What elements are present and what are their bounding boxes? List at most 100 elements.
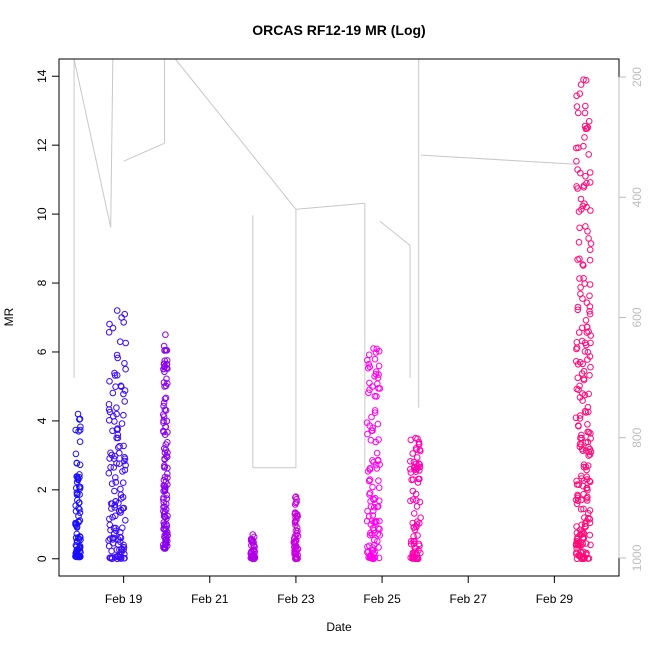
data-point	[576, 551, 584, 559]
data-point	[576, 275, 583, 282]
pressure-tick-label: 600	[630, 307, 644, 327]
data-point	[408, 537, 415, 545]
data-point	[106, 320, 113, 328]
data-point	[74, 410, 82, 418]
data-point	[364, 364, 372, 372]
data-point	[162, 500, 170, 508]
data-point	[576, 224, 583, 232]
series-rf15	[247, 531, 259, 563]
data-point	[114, 431, 122, 439]
data-point	[371, 373, 378, 380]
data-point	[160, 496, 167, 503]
data-point	[107, 526, 114, 534]
data-point	[370, 555, 377, 563]
data-point	[111, 418, 118, 425]
y-tick-label: 10	[35, 207, 49, 221]
data-point	[116, 449, 123, 457]
data-point	[109, 427, 116, 435]
data-point	[373, 393, 380, 400]
data-point	[572, 496, 580, 504]
data-point	[582, 540, 590, 547]
data-point	[112, 474, 119, 481]
data-point	[370, 345, 377, 352]
data-point	[118, 420, 126, 427]
pressure-tick-label: 200	[630, 67, 644, 87]
data-point	[163, 375, 170, 383]
data-point	[76, 509, 84, 517]
data-point	[76, 426, 84, 434]
data-point	[374, 538, 381, 545]
data-point	[407, 469, 415, 476]
data-point	[413, 523, 420, 531]
data-point	[114, 354, 121, 362]
pressure-tick-label: 1000	[630, 544, 644, 571]
data-point	[293, 511, 301, 518]
data-point	[414, 532, 421, 539]
data-point	[73, 537, 81, 545]
data-point	[586, 308, 593, 315]
data-point	[375, 347, 383, 355]
data-point	[74, 474, 81, 482]
data-point	[122, 339, 129, 347]
data-point	[587, 541, 594, 549]
data-point	[116, 533, 124, 541]
data-point	[577, 434, 584, 442]
data-point	[584, 421, 591, 428]
data-point	[163, 452, 170, 460]
data-point	[160, 417, 167, 425]
x-tick-label: Feb 21	[191, 592, 229, 606]
data-point	[586, 353, 594, 360]
data-point	[109, 536, 117, 543]
data-point	[364, 356, 371, 364]
data-point	[583, 203, 590, 211]
data-point	[163, 357, 171, 364]
data-point	[76, 491, 83, 498]
data-point	[113, 351, 121, 359]
data-point	[118, 545, 126, 553]
data-point	[367, 498, 374, 505]
data-point	[586, 292, 593, 300]
data-point	[574, 374, 582, 382]
data-point	[585, 390, 593, 398]
data-point	[120, 411, 127, 419]
data-point	[121, 457, 128, 465]
data-point	[75, 535, 83, 543]
data-point	[574, 256, 581, 263]
data-point	[164, 380, 171, 387]
y-axis-label: MR	[2, 307, 16, 326]
data-point	[580, 275, 587, 282]
data-point	[584, 462, 592, 470]
data-point	[161, 395, 169, 403]
data-point	[587, 207, 594, 214]
data-point	[363, 517, 371, 525]
data-point	[586, 281, 594, 288]
data-point	[110, 455, 118, 463]
data-point	[113, 307, 121, 314]
data-point	[72, 542, 80, 549]
data-point	[369, 483, 376, 491]
data-point	[105, 406, 113, 413]
data-point	[113, 555, 121, 563]
y-tick-label: 6	[35, 348, 49, 355]
data-point	[249, 555, 257, 563]
data-point	[580, 491, 587, 498]
data-point	[164, 532, 171, 540]
data-point	[371, 409, 379, 417]
data-point	[376, 517, 383, 525]
data-point	[365, 351, 373, 359]
data-point	[373, 465, 381, 472]
data-point	[576, 415, 584, 422]
data-point	[105, 329, 113, 336]
data-point	[576, 359, 584, 366]
data-point	[412, 434, 419, 442]
data-point	[409, 450, 417, 457]
data-point	[579, 261, 587, 268]
data-point	[107, 554, 114, 562]
data-point	[585, 151, 593, 158]
pressure-trace-segment	[420, 154, 576, 165]
data-point	[410, 510, 418, 517]
x-axis-label: Date	[326, 620, 352, 634]
y-tick-label: 8	[35, 279, 49, 286]
data-point	[407, 458, 414, 465]
data-point	[121, 466, 129, 474]
